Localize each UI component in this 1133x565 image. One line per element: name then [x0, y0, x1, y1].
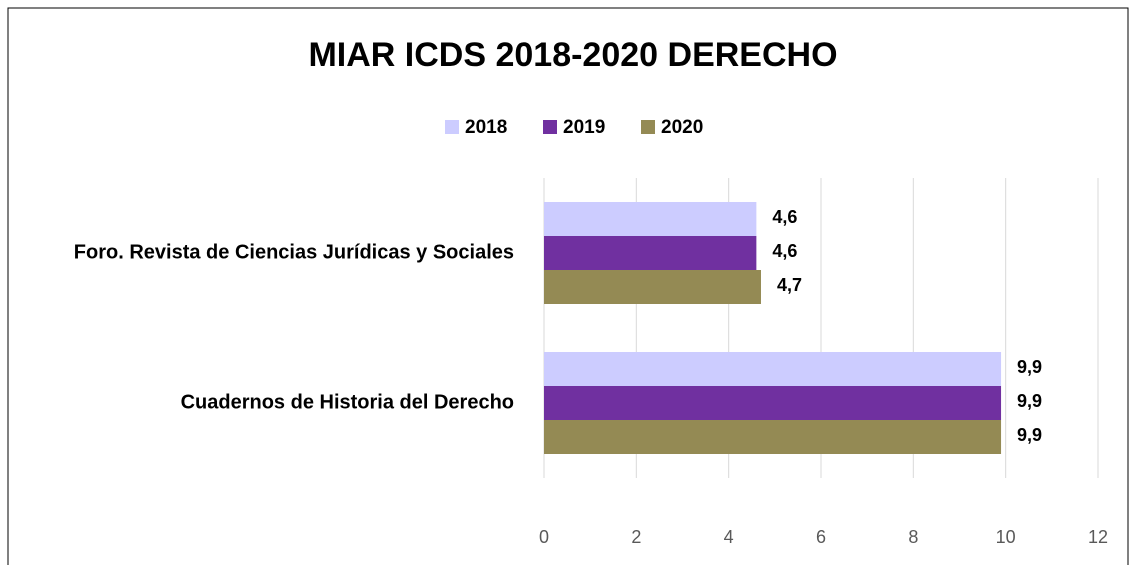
data-label: 4,6: [772, 207, 797, 227]
legend-swatch: [445, 120, 459, 134]
x-tick-label: 12: [1088, 527, 1108, 547]
legend-swatch: [543, 120, 557, 134]
bar: [544, 386, 1002, 420]
x-tick-label: 10: [996, 527, 1016, 547]
legend-label: 2019: [563, 117, 605, 138]
bar: [544, 202, 757, 236]
chart-title: MIAR ICDS 2018-2020 DERECHO: [308, 36, 837, 74]
bar: [544, 270, 761, 304]
bar: [544, 352, 1002, 386]
x-tick-label: 8: [908, 527, 918, 547]
bar: [544, 420, 1002, 454]
data-label: 4,6: [772, 241, 797, 261]
y-tick-label: Foro. Revista de Ciencias Jurídicas y So…: [74, 241, 514, 263]
data-label: 4,7: [777, 275, 802, 295]
x-tick-label: 6: [816, 527, 826, 547]
y-tick-label: Cuadernos de Historia del Derecho: [181, 391, 514, 413]
x-tick-label: 0: [539, 527, 549, 547]
data-label: 9,9: [1017, 391, 1042, 411]
bar: [544, 236, 757, 270]
data-label: 9,9: [1017, 357, 1042, 377]
legend-label: 2020: [661, 117, 703, 138]
legend-swatch: [641, 120, 655, 134]
legend-label: 2018: [465, 117, 507, 138]
x-tick-label: 2: [631, 527, 641, 547]
data-label: 9,9: [1017, 425, 1042, 445]
x-tick-label: 4: [724, 527, 734, 547]
